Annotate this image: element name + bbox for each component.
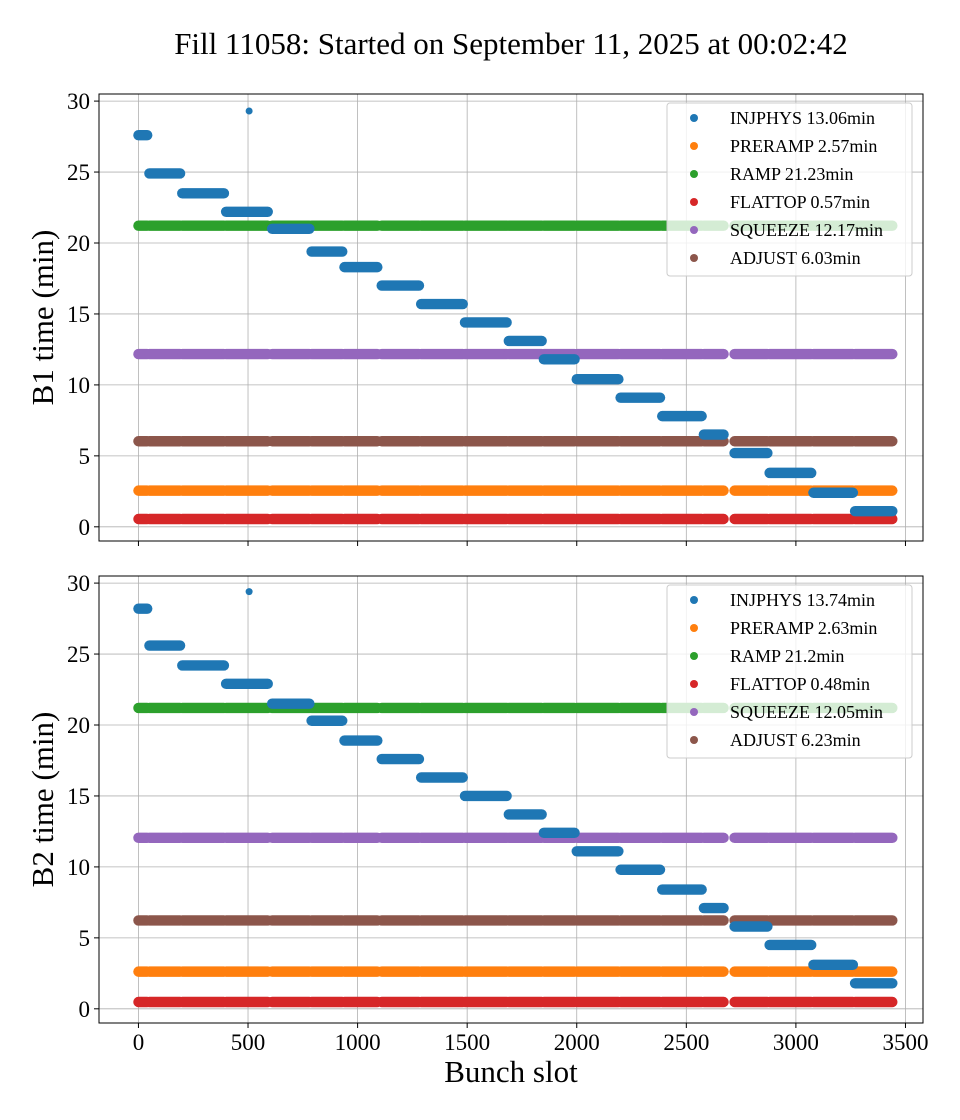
y-tick-label: 25 [67,160,90,185]
legend-label-injphys: INJPHYS 13.74min [730,590,875,610]
legend-marker-ramp [690,170,698,178]
series-injphys-outlier-point [245,107,253,115]
y-tick-label: 10 [67,373,90,398]
y-tick-label: 0 [79,515,91,540]
legend-box [666,102,913,277]
y-tick-label: 5 [79,444,91,469]
series-injphys-outlier-point [245,588,253,596]
x-tick-label: 3500 [882,1030,928,1055]
legend-box [666,584,913,759]
legend-label-injphys: INJPHYS 13.06min [730,108,875,128]
x-tick-label: 2000 [554,1030,600,1055]
legend-marker-squeeze [690,226,698,234]
y-tick-label: 30 [67,89,90,114]
y-tick-label: 20 [67,713,90,738]
y-tick-label: 0 [79,997,91,1022]
legend-marker-preramp [690,142,698,150]
axis-ticks: 0 5 10 15 20 25 30 0 500 1000 1500 2000 2500 3000 3500 [67,571,928,1055]
y-tick-label: 5 [79,926,91,951]
y-tick-label: 20 [67,231,90,256]
legend-label-adjust: ADJUST 6.23min [730,730,861,750]
axes-frame [98,93,924,542]
legend-marker-injphys [690,114,698,122]
legend-label-flattop: FLATTOP 0.57min [730,192,870,212]
legend-marker-flattop [690,680,698,688]
legend-marker-preramp [690,624,698,632]
x-tick-label: 0 [133,1030,145,1055]
legend-label-squeeze: SQUEEZE 12.05min [730,702,883,722]
y-axis-label: B1 time (min) [25,230,60,406]
chart-title: Fill 11058: Started on September 11, 202… [174,26,848,61]
legend-marker-injphys [690,596,698,604]
y-tick-label: 30 [67,571,90,596]
legend-label-ramp: RAMP 21.23min [730,164,853,184]
legend-marker-squeeze [690,708,698,716]
legend-marker-flattop [690,198,698,206]
y-tick-label: 15 [67,784,90,809]
legend-label-preramp: PRERAMP 2.57min [730,136,877,156]
panel-b2: 0 5 10 15 20 25 30 0 500 1000 1500 2000 2500 3000 3500… [25,571,928,1055]
legend-label-adjust: ADJUST 6.03min [730,248,861,268]
x-tick-label: 500 [231,1030,266,1055]
series-group [133,107,898,525]
legend-marker-adjust [690,736,698,744]
legend-label-ramp: RAMP 21.2min [730,646,844,666]
y-tick-label: 15 [67,302,90,327]
x-tick-label: 3000 [773,1030,819,1055]
legend-label-squeeze: SQUEEZE 12.17min [730,220,883,240]
y-tick-label: 10 [67,855,90,880]
legend: INJPHYS 13.06min PRERAMP 2.57min RAMP 21.2… [666,102,913,277]
x-axis-label: Bunch slot [444,1054,578,1089]
x-tick-label: 2500 [663,1030,709,1055]
x-tick-label: 1500 [444,1030,490,1055]
legend-label-preramp: PRERAMP 2.63min [730,618,877,638]
legend-marker-adjust [690,254,698,262]
x-tick-label: 1000 [335,1030,381,1055]
y-tick-label: 25 [67,642,90,667]
panel-b1: 0 5 10 15 20 25 30 B1 time (min) INJPHYS 13.06mi… [25,89,924,546]
axis-ticks: 0 5 10 15 20 25 30 [67,89,906,546]
axes-frame [98,575,924,1024]
y-axis-label: B2 time (min) [25,712,60,888]
legend-label-flattop: FLATTOP 0.48min [730,674,870,694]
legend: INJPHYS 13.74min PRERAMP 2.63min RAMP 21.2… [666,584,913,759]
legend-marker-ramp [690,652,698,660]
